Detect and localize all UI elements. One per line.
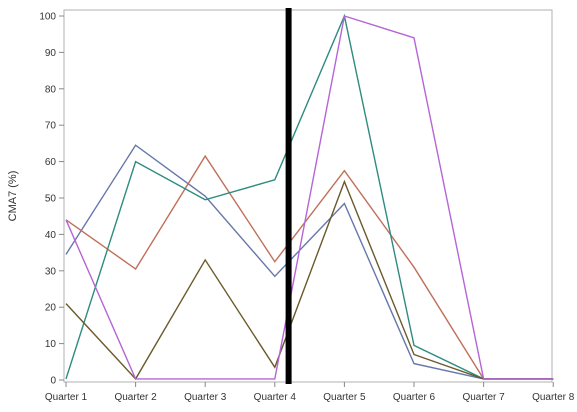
- x-tick-label: Quarter 6: [393, 392, 436, 403]
- y-tick-label: 100: [39, 12, 56, 23]
- series-lines: [65, 13, 554, 381]
- y-tick-label: 70: [45, 121, 57, 132]
- series-line-4: [65, 179, 554, 381]
- y-tick-label: 90: [45, 48, 57, 59]
- y-tick-label: 80: [45, 84, 57, 95]
- y-tick-label: 20: [45, 303, 57, 314]
- x-tick-label: Quarter 5: [323, 392, 366, 403]
- series-line-5: [65, 15, 554, 380]
- y-tick-label: 0: [50, 376, 56, 387]
- y-tick-label: 30: [45, 266, 57, 277]
- series-line-2: [65, 154, 554, 380]
- y-tick-label: 50: [45, 194, 57, 205]
- y-tick-label: 10: [45, 339, 57, 350]
- x-axis-ticks: Quarter 1 Quarter 2 Quarter 3 Quarter 4 Quar…: [45, 382, 575, 403]
- x-tick-label: Quarter 8: [532, 392, 575, 403]
- y-axis-ticks: 0 10 20 30 40 50 60 70 80 90 100: [39, 12, 64, 387]
- series-line-1: [65, 144, 554, 380]
- y-axis-label: CMA7 (%): [7, 171, 19, 222]
- x-tick-label: Quarter 1: [45, 392, 88, 403]
- y-tick-label: 60: [45, 157, 57, 168]
- plot-frame: [63, 9, 553, 383]
- x-tick-label: Quarter 3: [184, 392, 227, 403]
- y-tick-label: 40: [45, 230, 57, 241]
- x-tick-label: Quarter 2: [114, 392, 157, 403]
- x-tick-label: Quarter 4: [254, 392, 297, 403]
- x-tick-label: Quarter 7: [462, 392, 505, 403]
- series-line-3: [65, 13, 554, 380]
